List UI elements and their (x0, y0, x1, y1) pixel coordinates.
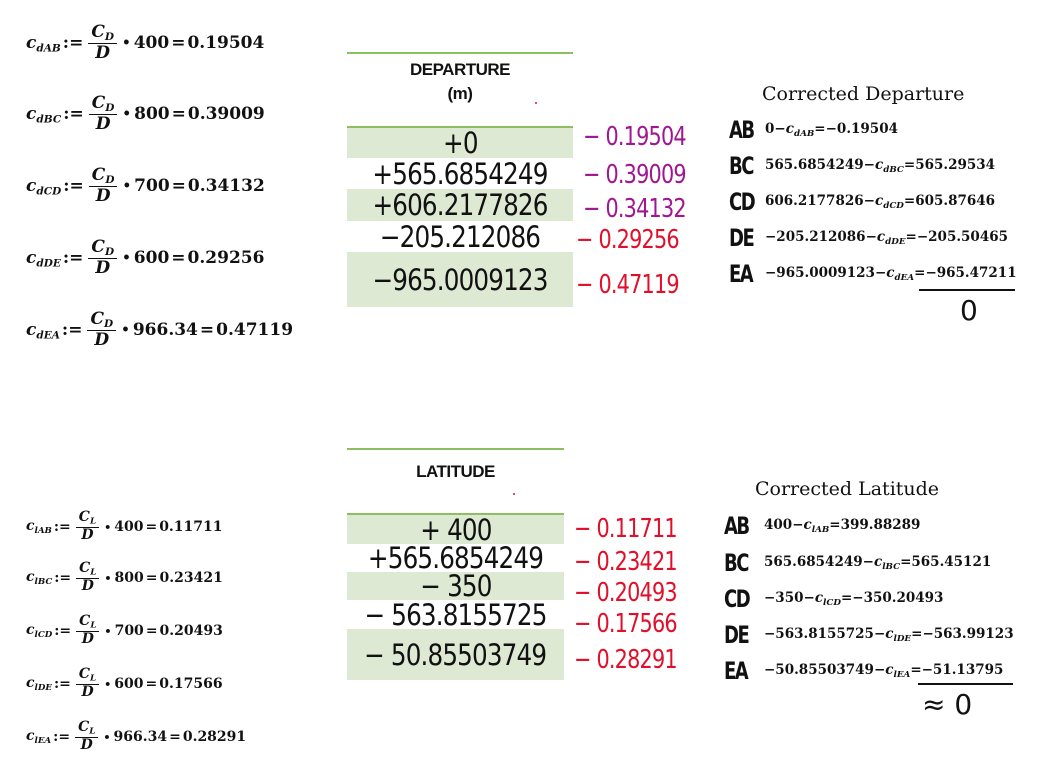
corrected-line-de: DE −563.8155725−clDE=−563.99123 (724, 621, 1014, 649)
leg-label: CD (729, 188, 756, 216)
table-rule (347, 52, 573, 54)
table-row: −205.212086 (379, 219, 541, 254)
table-row: +565.6854249 (372, 156, 548, 191)
ink-dot (535, 102, 537, 104)
corrected-line-ea: EA −50.85503749−clEA=−51.13795 (724, 657, 1004, 685)
result: 0.39009 (187, 104, 265, 125)
sum-underline (918, 683, 1013, 685)
latitude-table: LATITUDE + 400 +565.6854249 − 350 − 563.… (347, 448, 564, 681)
table-rule (347, 513, 564, 515)
latitude-sum: ≈ 0 (922, 688, 973, 721)
correction-cd: − 0.34132 (583, 194, 687, 224)
result: 0.19504 (187, 33, 265, 54)
result: 0.17566 (159, 675, 223, 692)
correction-cd: − 0.20493 (574, 578, 678, 608)
correction-de: − 0.17566 (574, 609, 678, 639)
leg-label: BC (724, 549, 749, 577)
corrected-line-cd: CD −350−clCD=−350.20493 (724, 585, 944, 613)
formula-clBC: clBC := CL D • 800 = 0.23421 (26, 560, 223, 594)
fraction: CD D (88, 238, 118, 278)
corrected-line-bc: BC 565.6854249−clBC=565.45121 (724, 549, 992, 577)
leg-label: EA (724, 657, 749, 685)
result: −205.50465 (916, 228, 1009, 245)
result: 0.28291 (182, 728, 247, 745)
fraction: CD D (87, 310, 117, 350)
correction-ea: − 0.28291 (574, 645, 678, 675)
corrected-line-ab: AB 0−cdAB=−0.19504 (729, 116, 898, 144)
fraction: CD D (88, 166, 118, 206)
correction-bc: − 0.39009 (583, 160, 687, 190)
result: 0.20493 (159, 622, 223, 639)
result: 0.47119 (216, 320, 294, 341)
sum-underline (919, 289, 1015, 291)
leg-label: DE (724, 621, 750, 649)
result: 605.87646 (915, 192, 996, 209)
corrected-line-ea: EA −965.0009123−cdEA=−965.47211 (729, 260, 1017, 288)
result: −51.13795 (921, 661, 1004, 678)
formula-cdBC: cdBC := CD D • 800 = 0.39009 (26, 93, 265, 135)
result: 0.34132 (187, 176, 265, 197)
table-row: +606.2177826 (347, 188, 573, 222)
result: 0.23421 (159, 569, 223, 586)
result: 565.45121 (911, 553, 992, 570)
table-rule (347, 126, 573, 128)
fraction: CL D (75, 510, 100, 543)
fraction: CD D (88, 94, 118, 134)
ink-dot (513, 493, 515, 495)
table-row: − 563.8155725 (364, 597, 547, 632)
leg-label: EA (729, 260, 754, 288)
table-row: + 400 (347, 513, 564, 547)
table-row: − 50.85503749 (347, 629, 564, 680)
corrected-line-cd: CD 606.2177826−cdCD=605.87646 (729, 188, 996, 216)
fraction: CD D (88, 23, 117, 63)
formula-cdDE: cdDE := CD D • 600 = 0.29256 (26, 237, 265, 279)
leg-label: AB (724, 512, 750, 540)
formula-cdCD: cdCD := CD D • 700 = 0.34132 (26, 165, 265, 207)
result: 0.11711 (159, 518, 223, 535)
result: −0.19504 (825, 120, 898, 137)
latitude-header: LATITUDE (416, 462, 495, 481)
fraction: CL D (76, 614, 100, 647)
departure-table: DEPARTURE (m) +0 +565.6854249 +606.21778… (347, 52, 573, 308)
corrected-departure-title: Corrected Departure (762, 83, 965, 105)
leg-label: AB (729, 116, 755, 144)
result: −563.99123 (922, 625, 1014, 642)
table-row: − 350 (347, 569, 564, 603)
correction-ab: − 0.11711 (574, 514, 678, 544)
corrected-latitude-title: Corrected Latitude (755, 478, 940, 500)
result: −350.20493 (852, 589, 944, 606)
corrected-line-de: DE −205.212086−cdDE=−205.50465 (729, 224, 1009, 252)
correction-ab: − 0.19504 (583, 122, 687, 152)
corrected-line-bc: BC 565.6854249−cdBC=565.29534 (729, 152, 996, 180)
formula-clAB: clAB := CL D • 400 = 0.11711 (26, 509, 223, 543)
correction-bc: − 0.23421 (574, 547, 678, 577)
formula-cdEA: cdEA := CD D • 966.34 = 0.47119 (26, 309, 294, 351)
fraction: CL D (75, 720, 99, 753)
corrected-line-ab: AB 400−clAB=399.88289 (724, 512, 921, 540)
result: 565.29534 (915, 156, 996, 173)
result: −965.47211 (925, 264, 1017, 281)
leg-label: BC (729, 152, 754, 180)
fraction: CL D (75, 667, 100, 700)
table-row: +0 (347, 126, 573, 160)
table-row: +565.6854249 (367, 541, 544, 575)
table-rule (347, 448, 564, 450)
formula-clEA: clEA := CL D • 966.34 = 0.28291 (26, 719, 247, 753)
result: 399.88289 (840, 516, 921, 533)
fraction: CL D (76, 561, 100, 594)
leg-label: DE (729, 224, 755, 252)
leg-label: CD (724, 585, 751, 613)
correction-ea: − 0.47119 (576, 270, 680, 300)
result: 0.29256 (187, 248, 265, 269)
table-row: −965.0009123 (347, 252, 573, 307)
correction-de: − 0.29256 (576, 225, 680, 255)
departure-sum: 0 (960, 294, 978, 327)
formula-clCD: clCD := CL D • 700 = 0.20493 (26, 613, 223, 647)
formula-cdAB: cdAB := CD D • 400 = 0.19504 (26, 22, 265, 64)
formula-clDE: clDE := CL D • 600 = 0.17566 (26, 666, 223, 700)
departure-header: DEPARTURE (m) (409, 60, 511, 103)
